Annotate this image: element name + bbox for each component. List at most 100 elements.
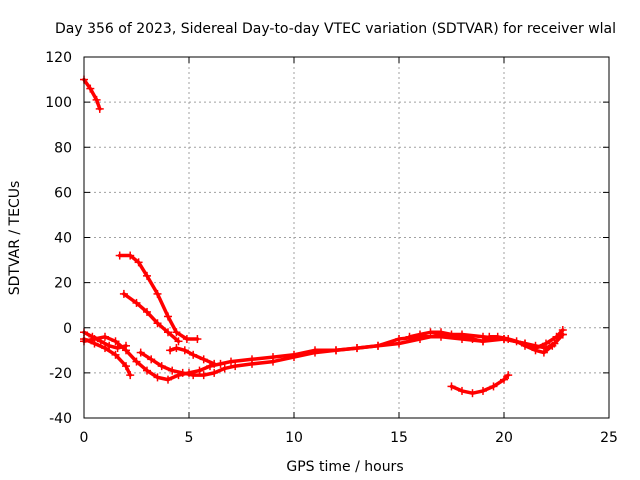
data-point	[143, 366, 151, 375]
x-tick-label: 5	[185, 430, 194, 446]
data-point	[172, 344, 181, 353]
data-point	[90, 335, 99, 344]
data-point	[136, 348, 145, 357]
data-point	[115, 251, 124, 260]
data-point	[512, 337, 521, 346]
data-point	[216, 359, 225, 368]
data-point	[143, 307, 151, 316]
data-point	[416, 330, 424, 339]
data-point	[269, 357, 277, 366]
data-point	[489, 382, 498, 391]
data-point	[447, 330, 456, 339]
data-point	[95, 104, 104, 113]
data-point	[521, 341, 529, 350]
data-point	[504, 371, 513, 380]
series-arc-9	[405, 328, 567, 357]
y-tick-label: 40	[54, 231, 72, 247]
series-arc-3	[119, 289, 183, 346]
data-point	[290, 353, 298, 362]
data-point	[164, 328, 172, 337]
data-point	[153, 373, 162, 382]
x-tick-label: 15	[390, 430, 408, 446]
data-point	[132, 298, 141, 307]
y-tick-label: -40	[49, 411, 72, 427]
data-point	[468, 389, 477, 398]
data-point	[101, 332, 109, 341]
series-arc-7	[80, 326, 567, 384]
data-point	[504, 335, 513, 344]
data-point	[166, 346, 175, 355]
chart-title: Day 356 of 2023, Sidereal Day-to-day VTE…	[55, 21, 616, 37]
data-point	[111, 350, 120, 359]
y-tick-label: 60	[54, 185, 72, 201]
data-point	[178, 368, 187, 377]
data-point	[174, 337, 183, 346]
grid	[84, 57, 609, 418]
series-arc-10	[447, 371, 513, 398]
series-arc-2	[115, 251, 202, 344]
data-point	[134, 258, 143, 267]
data-point	[199, 371, 208, 380]
data-point	[206, 362, 214, 371]
data-point	[193, 335, 202, 344]
data-point	[172, 328, 181, 337]
data-point	[479, 337, 487, 346]
data-point	[92, 95, 101, 104]
data-point	[468, 335, 477, 344]
data-point	[126, 371, 135, 380]
y-tick-label: -20	[49, 366, 72, 382]
data-point	[227, 357, 235, 366]
data-point	[395, 339, 403, 348]
data-point	[548, 341, 557, 350]
data-point	[132, 357, 141, 366]
data-point	[105, 341, 114, 350]
data-point	[101, 344, 109, 353]
data-point	[458, 332, 466, 341]
data-point	[426, 328, 435, 337]
data-point	[405, 332, 414, 341]
data-point	[182, 335, 191, 344]
data-point	[180, 346, 189, 355]
data-point	[353, 344, 361, 353]
data-point	[332, 346, 340, 355]
data-point	[458, 386, 466, 395]
data-point	[195, 366, 204, 375]
y-tick-label: 80	[54, 140, 72, 156]
data-point	[311, 348, 319, 357]
x-tick-label: 10	[285, 430, 303, 446]
data-point	[437, 328, 445, 337]
y-tick-label: 0	[63, 321, 72, 337]
data-point	[86, 84, 95, 93]
data-point	[143, 271, 151, 280]
data-point	[157, 362, 166, 371]
series-line	[122, 292, 181, 344]
data-point	[220, 364, 229, 373]
x-tick-label: 0	[80, 430, 89, 446]
data-point	[164, 312, 172, 321]
x-axis-label: GPS time / hours	[286, 459, 403, 475]
data-point	[210, 368, 219, 377]
data-point	[119, 289, 128, 298]
data-point	[126, 251, 135, 260]
y-tick-label: 20	[54, 276, 72, 292]
data-point	[189, 350, 198, 359]
data-point	[111, 337, 120, 346]
data-point	[558, 330, 567, 339]
data-point	[122, 346, 130, 355]
data-point	[122, 362, 130, 371]
y-tick-label: 100	[45, 95, 72, 111]
data-point	[485, 332, 494, 341]
data-point	[164, 375, 172, 384]
x-tick-label: 20	[495, 430, 513, 446]
axis-ticks: 0 5 10 15 20 25 -40 -20 0 20 40 60 80 100 120	[45, 50, 618, 446]
y-tick-label: 120	[45, 50, 72, 66]
x-tick-label: 25	[600, 430, 618, 446]
data-series	[80, 75, 567, 398]
data-point	[189, 371, 198, 380]
series-line	[82, 77, 102, 111]
data-point	[147, 355, 156, 364]
data-point	[531, 346, 540, 355]
data-point	[248, 359, 256, 368]
data-point	[199, 355, 208, 364]
